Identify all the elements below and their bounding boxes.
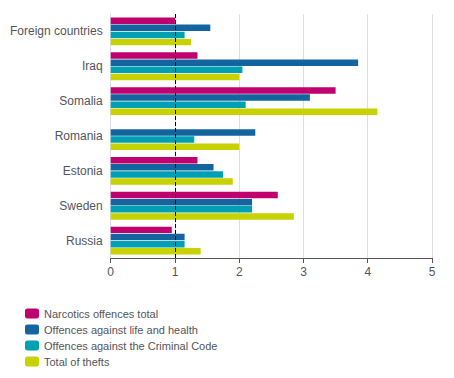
svg-text:3: 3 (300, 265, 307, 279)
svg-text:Estonia: Estonia (63, 164, 103, 178)
svg-text:Romania: Romania (55, 129, 103, 143)
svg-text:1: 1 (172, 265, 179, 279)
svg-text:0: 0 (107, 265, 114, 279)
svg-text:Narcotics offences total: Narcotics offences total (44, 308, 158, 320)
svg-text:Somalia: Somalia (59, 94, 103, 108)
svg-text:4: 4 (364, 265, 371, 279)
svg-text:Russia: Russia (66, 234, 103, 248)
svg-text:Offences against the Criminal: Offences against the Criminal Code (44, 340, 217, 352)
svg-text:Iraq: Iraq (82, 59, 103, 73)
svg-text:2: 2 (236, 265, 243, 279)
svg-text:5: 5 (429, 265, 436, 279)
svg-text:Total of thefts: Total of thefts (44, 356, 110, 368)
svg-text:Foreign countries: Foreign countries (10, 24, 103, 38)
svg-text:Sweden: Sweden (59, 199, 102, 213)
svg-text:Offences against life and heal: Offences against life and health (44, 324, 198, 336)
